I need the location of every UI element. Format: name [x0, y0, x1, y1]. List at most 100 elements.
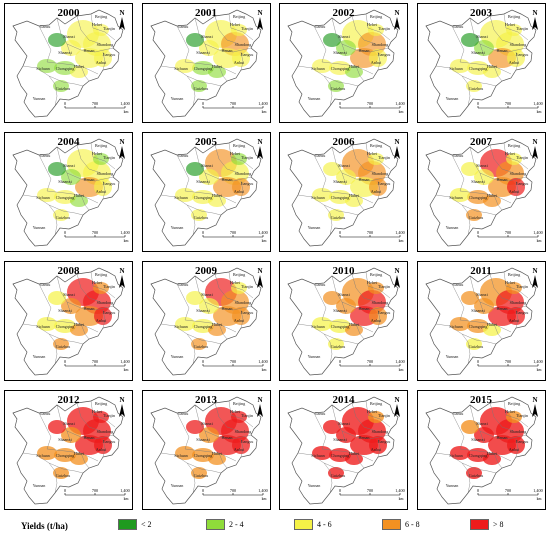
province-label: Gansu: [315, 411, 327, 416]
province-label: Beijing: [95, 401, 108, 406]
province-boundary: [204, 43, 251, 53]
yield-cell: [53, 80, 69, 92]
province-label: Gansu: [40, 24, 52, 29]
province-label: Shaanxi: [196, 179, 210, 184]
province-label: Jiangsu: [515, 52, 528, 57]
province-label: Shandong: [509, 429, 527, 434]
region-outline: [12, 9, 124, 118]
panel-year: 2010: [332, 265, 355, 277]
province-boundary: [297, 323, 331, 343]
province-label: Sichuan: [174, 66, 188, 71]
north-label: N: [532, 396, 537, 404]
yield-cell: [207, 453, 226, 465]
province-label: Sichuan: [449, 453, 463, 458]
province-label: Henan: [359, 435, 371, 440]
province-label: Jiangsu: [240, 52, 253, 57]
province-boundary: [102, 51, 106, 71]
province-label: Shanxi: [201, 34, 213, 39]
province-boundary: [90, 142, 116, 170]
yield-cell: [460, 420, 479, 434]
province-boundary: [479, 430, 526, 440]
north-label: N: [394, 138, 399, 146]
yield-cell: [190, 209, 207, 221]
scale-tick-label: 1,400: [395, 488, 404, 494]
province-boundary: [329, 470, 333, 494]
yield-cell: [505, 24, 522, 36]
province-label: Hubei: [349, 193, 360, 198]
province-boundary: [186, 462, 221, 474]
province-boundary: [54, 212, 58, 236]
province-label: Sichuan: [36, 453, 50, 458]
yield-cell: [185, 33, 204, 47]
province-boundary: [323, 75, 359, 87]
province-boundary: [48, 333, 84, 345]
yield-cell: [345, 66, 363, 78]
yield-area: [449, 278, 525, 350]
scale-unit: km: [261, 368, 266, 372]
scale-tick-label: 0: [201, 230, 203, 235]
province-label: Yunnan: [308, 354, 322, 359]
province-boundary: [228, 271, 253, 299]
yield-cell: [70, 324, 88, 336]
province-boundary: [321, 319, 374, 333]
scale-bar: [202, 106, 263, 109]
scale-tick-label: 700: [229, 101, 235, 106]
region-outline: [149, 138, 261, 247]
north-label: N: [119, 138, 124, 146]
region-outline: [424, 138, 536, 247]
province-boundary: [240, 51, 243, 71]
province-boundary: [489, 273, 514, 303]
province-label: Gansu: [177, 24, 189, 29]
province-label: Anhui: [96, 447, 107, 452]
north-label: N: [119, 9, 124, 17]
scale-unit: km: [536, 110, 541, 114]
yield-cell: [70, 453, 88, 465]
yield-cell: [506, 49, 525, 67]
yield-cell: [328, 338, 344, 350]
province-boundary: [214, 402, 239, 432]
province-label: Sichuan: [311, 324, 325, 329]
province-boundary: [214, 15, 239, 45]
map-panel-2014: Gansu Shanxi Hebei Beijing Tianjin Shandong He…: [279, 390, 408, 510]
province-boundary: [76, 144, 102, 174]
scale-unit: km: [399, 239, 404, 243]
province-boundary: [493, 452, 502, 469]
legend-label: 4 - 6: [317, 520, 332, 529]
province-boundary: [56, 275, 72, 315]
province-label: Yunnan: [445, 354, 459, 359]
yield-area: [312, 407, 387, 479]
panel-year: 2002: [332, 7, 355, 19]
province-label: Hebei: [505, 280, 516, 285]
scale-tick-label: 1,400: [395, 359, 404, 365]
province-label: Shanxi: [476, 163, 488, 168]
province-boundary: [204, 301, 251, 311]
map-panel-2000: Gansu Shanxi Hebei Beijing Tianjin Shandong He…: [4, 3, 133, 123]
province-boundary: [176, 412, 189, 450]
province-boundary: [194, 275, 209, 315]
province-boundary: [46, 319, 99, 333]
province-label: Tianjin: [241, 26, 254, 31]
province-label: Yunnan: [170, 354, 184, 359]
province-label: Sichuan: [174, 453, 188, 458]
yield-cell: [61, 427, 81, 443]
province-label: Henan: [221, 48, 233, 53]
yield-cell: [70, 195, 88, 207]
scale-unit: km: [124, 368, 129, 372]
yield-map: Gansu Shanxi Hebei Beijing Tianjin ShandongHe…: [424, 396, 542, 505]
province-boundary: [76, 15, 102, 45]
province-label: Guizhou: [468, 86, 483, 91]
map-grid: Gansu Shanxi Hebei Beijing Tianjin Shandong He…: [4, 3, 546, 511]
province-label: Chongqing: [193, 324, 213, 329]
province-label: Beijing: [232, 272, 245, 277]
province-label: Henan: [496, 48, 508, 53]
province-boundary: [355, 65, 365, 82]
map-panel-2002: Gansu Shanxi Hebei Beijing Tianjin Shandong He…: [279, 3, 408, 123]
province-boundary: [467, 212, 470, 236]
scale-bar: [339, 364, 401, 367]
province-label: Sichuan: [449, 324, 463, 329]
province-boundary: [355, 194, 365, 211]
region-outline: [12, 138, 124, 247]
province-boundary: [46, 448, 99, 462]
yield-cell: [368, 24, 384, 36]
province-label: Chongqing: [56, 453, 76, 458]
